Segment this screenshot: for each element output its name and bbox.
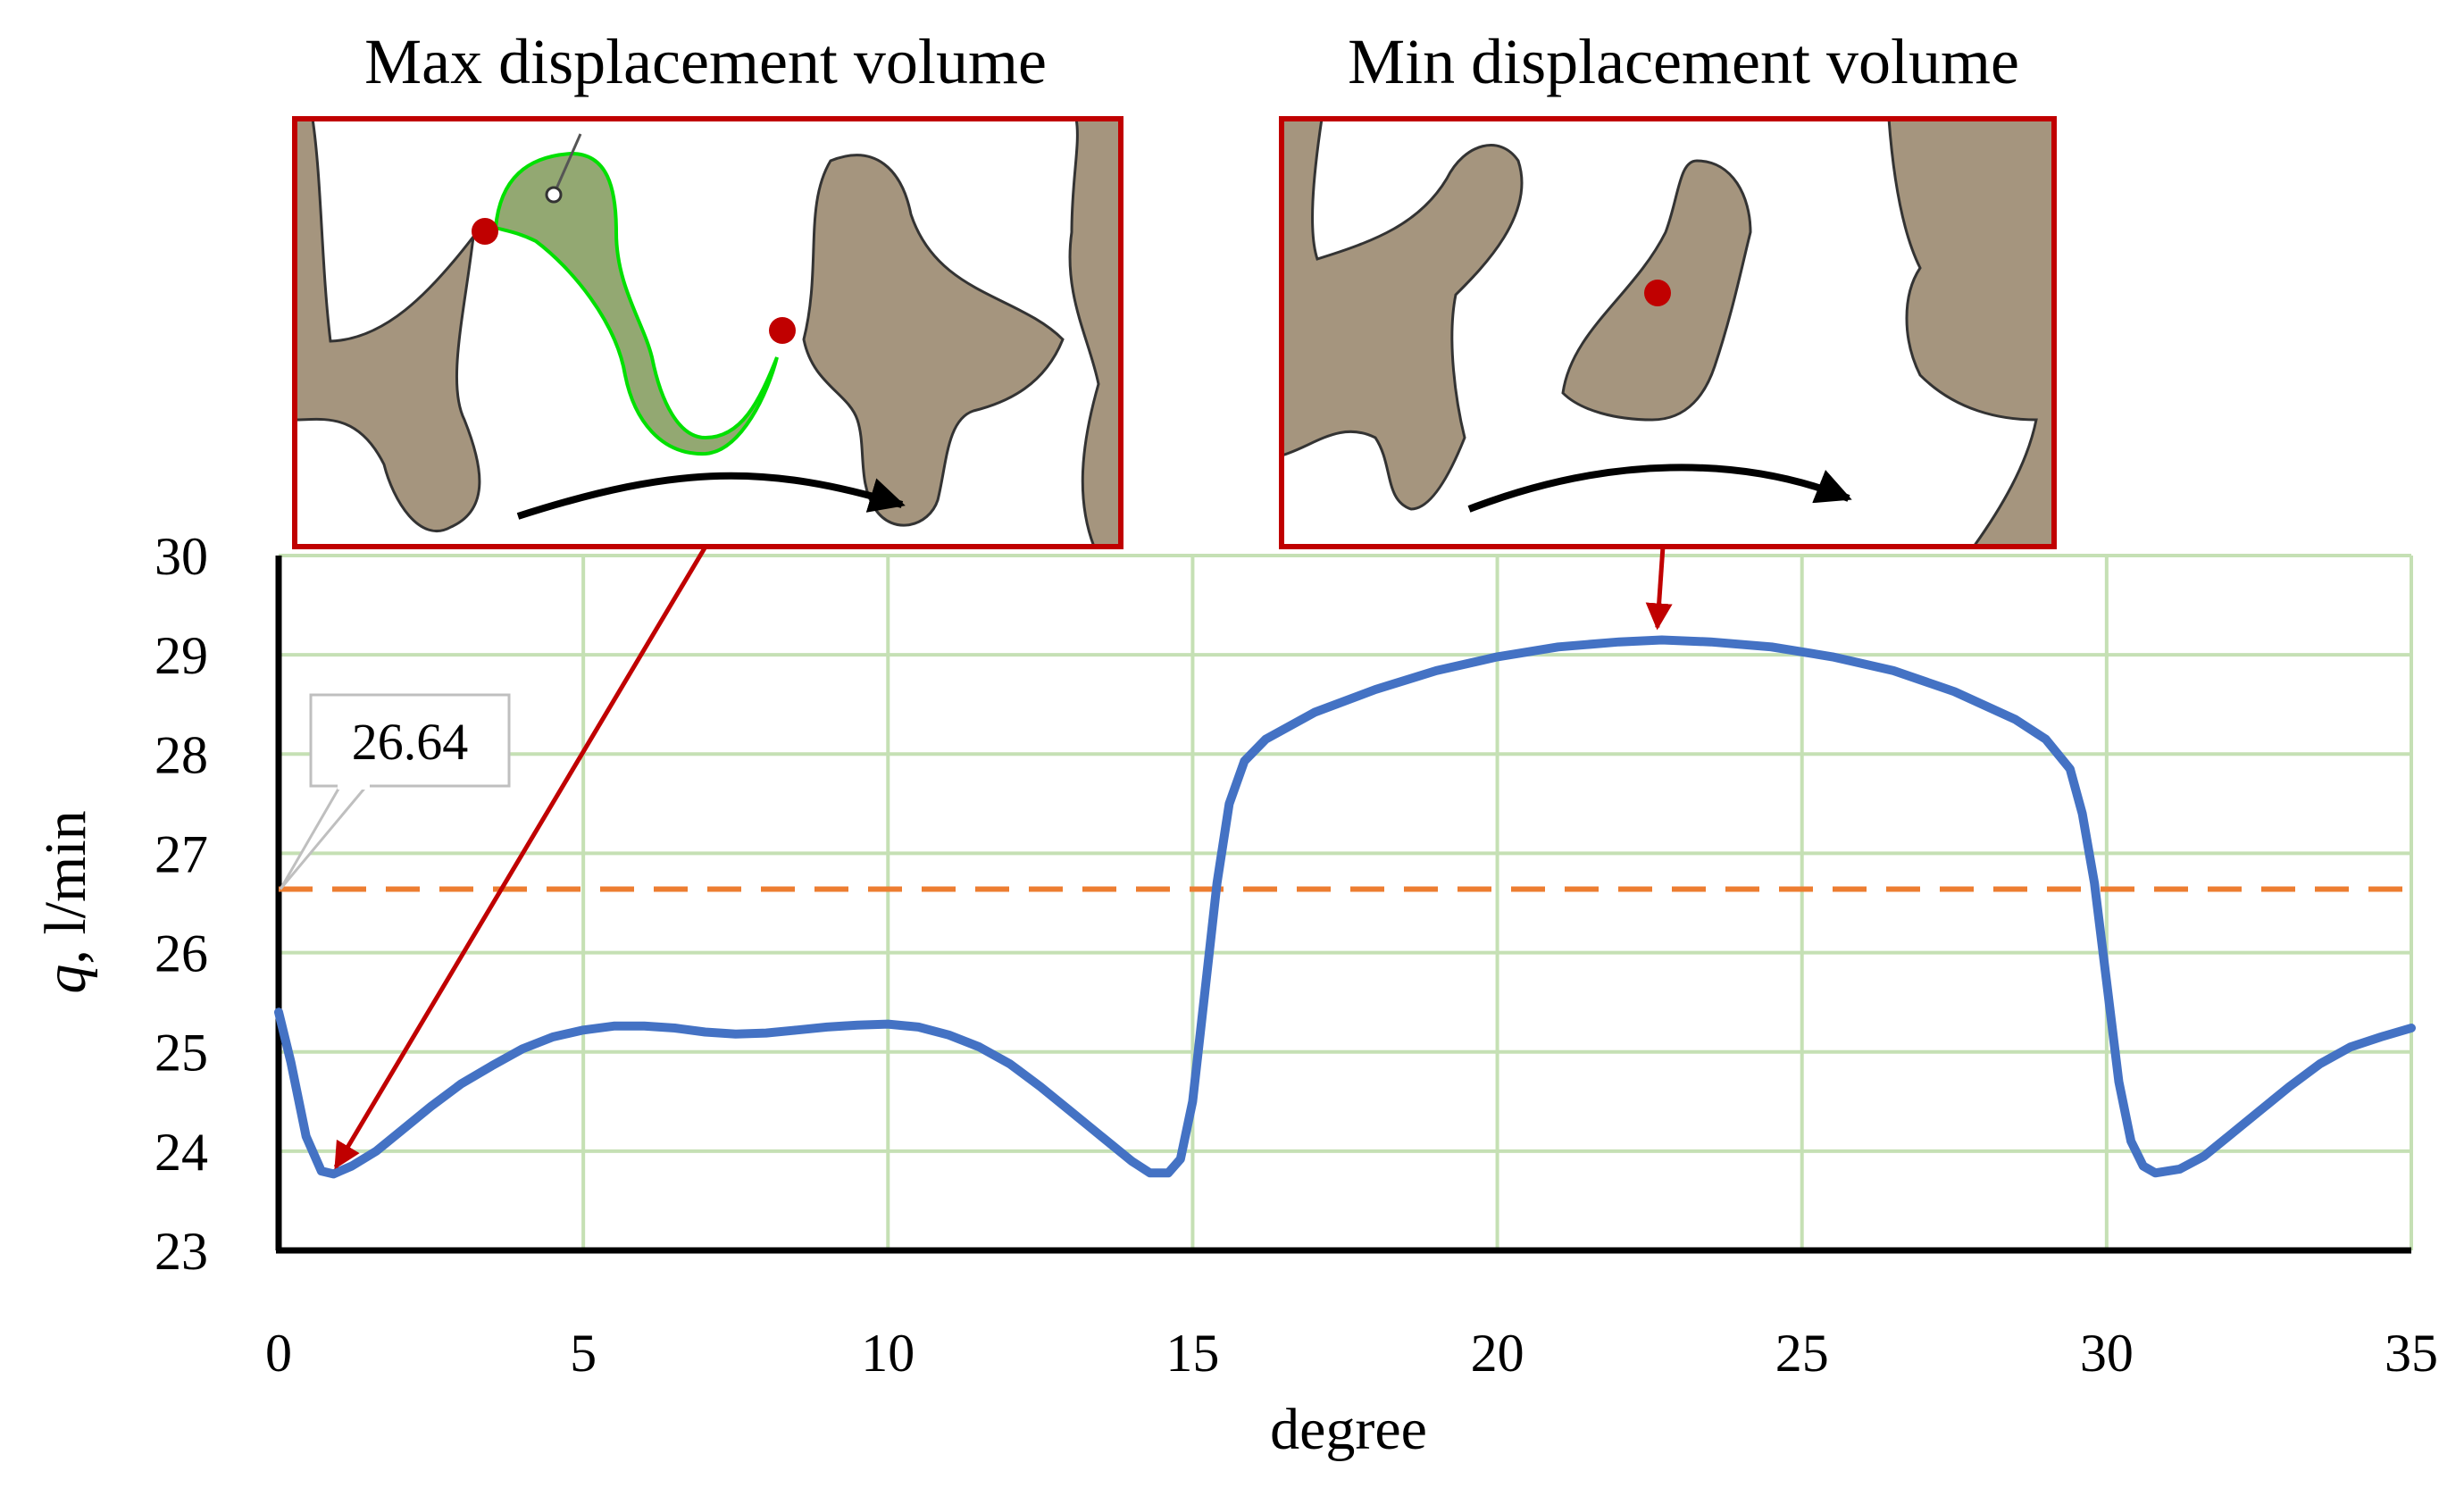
y-tick-label: 24 xyxy=(155,1123,208,1182)
min-volume-inset xyxy=(1279,116,2057,549)
y-tick-label: 27 xyxy=(155,824,208,883)
x-tick-label: 0 xyxy=(265,1324,292,1383)
x-tick-label: 10 xyxy=(861,1324,915,1383)
grid xyxy=(279,554,2413,1250)
max-displacement-volume-highlight xyxy=(493,151,779,456)
y-tick-label: 23 xyxy=(155,1222,208,1281)
y-axis-ticks: 23 24 25 26 27 28 29 30 xyxy=(155,527,208,1281)
min-gear-left xyxy=(1282,119,1524,511)
max-gear-right xyxy=(1068,119,1121,547)
y-tick-label: 26 xyxy=(155,924,208,983)
y-tick-label: 29 xyxy=(155,626,208,685)
x-axis-ticks: 0 5 10 15 20 25 30 35 xyxy=(265,1324,2438,1383)
x-tick-label: 25 xyxy=(1775,1324,1829,1383)
x-tick-label: 20 xyxy=(1471,1324,1524,1383)
y-axis-unit: , l/min xyxy=(33,810,98,964)
min-volume-pointer-arrow xyxy=(1645,546,1673,631)
max-contact-point-2 xyxy=(769,317,796,344)
mean-value-label: 26.64 xyxy=(352,713,469,771)
min-contact-point xyxy=(1644,280,1671,306)
mean-value-callout: 26.64 xyxy=(279,693,511,890)
y-axis-title: q, l/min xyxy=(33,810,98,993)
x-tick-label: 5 xyxy=(570,1324,597,1383)
x-tick-label: 35 xyxy=(2385,1324,2438,1383)
min-gear-right xyxy=(1887,119,2054,547)
x-axis-title: degree xyxy=(1270,1397,1427,1462)
callout-pointer xyxy=(279,782,372,890)
max-gear-left xyxy=(295,119,481,533)
max-volume-pointer-arrow xyxy=(333,545,708,1170)
y-axis-symbol: q xyxy=(33,965,98,994)
y-tick-label: 30 xyxy=(155,527,208,586)
max-contact-point-1 xyxy=(472,218,498,245)
y-tick-label: 28 xyxy=(155,725,208,784)
min-gear-drawing xyxy=(1282,119,2054,547)
x-tick-label: 30 xyxy=(2080,1324,2134,1383)
x-tick-label: 15 xyxy=(1165,1324,1219,1383)
min-rotation-arrow xyxy=(1467,464,1852,513)
max-rotation-arrow xyxy=(516,472,906,520)
max-gear-drawing xyxy=(295,119,1121,547)
max-volume-inset xyxy=(292,116,1123,549)
y-tick-label: 25 xyxy=(155,1024,208,1083)
max-volume-frame xyxy=(292,116,1123,549)
min-volume-title: Min displacement volume xyxy=(1348,26,2019,97)
max-gear-middle xyxy=(802,154,1065,527)
max-volume-title: Max displacement volume xyxy=(364,26,1047,97)
flow-rate-series-line xyxy=(274,635,2416,1179)
min-volume-frame xyxy=(1279,116,2057,549)
